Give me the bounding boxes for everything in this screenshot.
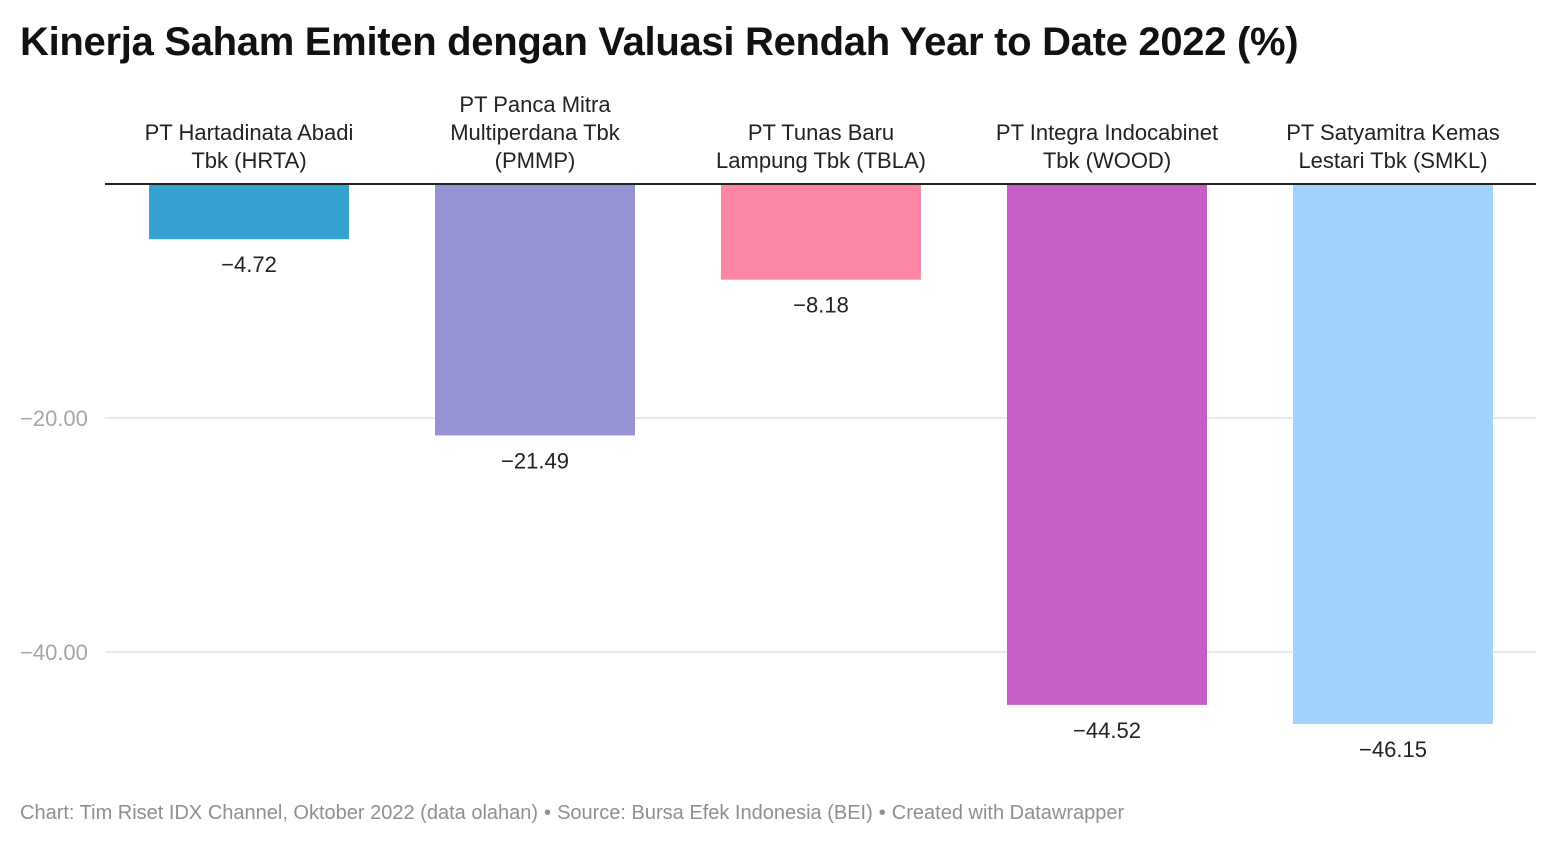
- footer-separator: •: [878, 802, 886, 824]
- y-tick-label: −40.00: [20, 640, 88, 665]
- category-label: Lestari Tbk (SMKL): [1298, 148, 1487, 173]
- bar: [435, 184, 635, 436]
- chart-credit: Chart: Tim Riset IDX Channel, Oktober 20…: [20, 802, 539, 824]
- bar: [721, 184, 921, 280]
- labels-layer: PT Hartadinata Abadi Tbk (HRTA) −4.72 PT Pa…: [105, 92, 1536, 762]
- value-label: −8.18: [793, 293, 849, 318]
- chart-footer: Chart: Tim Riset IDX Channel, Oktober 20…: [20, 802, 1124, 825]
- bar: [1007, 184, 1207, 705]
- category-label: PT Integra Indocabinet: [996, 120, 1218, 145]
- source-link[interactable]: Source: Bursa Efek Indonesia (BEI): [557, 802, 873, 824]
- bars-layer: [149, 184, 1493, 724]
- category-label: PT Hartadinata Abadi: [145, 120, 354, 145]
- value-label: −4.72: [221, 252, 277, 277]
- category-label: Tbk (WOOD): [1043, 148, 1171, 173]
- bar: [1293, 184, 1493, 724]
- category-label: (PMMP): [495, 148, 576, 173]
- category-label: Tbk (HRTA): [191, 148, 306, 173]
- created-with-link[interactable]: Created with Datawrapper: [891, 802, 1125, 824]
- category-label: PT Satyamitra Kemas: [1286, 120, 1500, 145]
- value-label: −21.49: [501, 448, 569, 473]
- bar: [149, 184, 349, 240]
- category-label: Multiperdana Tbk: [450, 120, 621, 145]
- category-label: PT Tunas Baru: [748, 120, 894, 145]
- category-label: Lampung Tbk (TBLA): [716, 148, 926, 173]
- category-label: PT Panca Mitra: [459, 92, 611, 117]
- footer-separator: •: [544, 802, 552, 824]
- y-tick-label: −20.00: [20, 406, 88, 431]
- value-label: −44.52: [1073, 718, 1141, 743]
- value-label: −46.15: [1359, 737, 1427, 762]
- chart-title: Kinerja Saham Emiten dengan Valuasi Rend…: [20, 20, 1299, 64]
